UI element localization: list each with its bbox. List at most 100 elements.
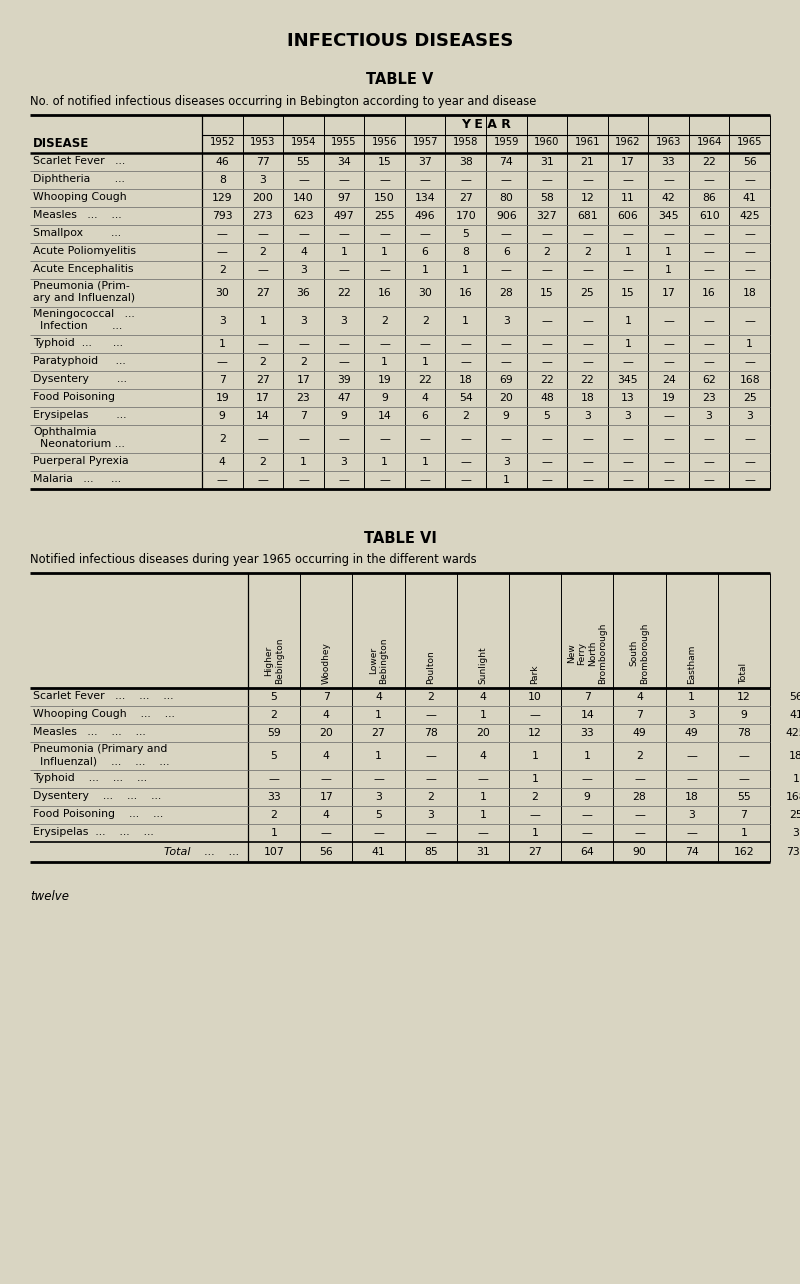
Text: —: —	[663, 316, 674, 326]
Text: —: —	[420, 475, 430, 485]
Text: —: —	[298, 434, 309, 444]
Text: 30: 30	[418, 288, 432, 298]
Text: Malaria   ...     ...: Malaria ... ...	[33, 474, 121, 484]
Text: —: —	[663, 357, 674, 367]
Text: —: —	[501, 175, 512, 185]
Text: 425: 425	[786, 728, 800, 738]
Text: 14: 14	[378, 411, 391, 421]
Text: —: —	[338, 475, 350, 485]
Text: —: —	[258, 339, 268, 349]
Text: 14: 14	[581, 710, 594, 720]
Text: 27: 27	[256, 288, 270, 298]
Text: 5: 5	[543, 411, 550, 421]
Text: ary and Influenzal): ary and Influenzal)	[33, 293, 135, 303]
Text: —: —	[379, 339, 390, 349]
Text: 1958: 1958	[453, 137, 478, 146]
Text: 9: 9	[503, 411, 510, 421]
Text: —: —	[738, 774, 750, 785]
Text: 16: 16	[378, 288, 391, 298]
Text: 48: 48	[540, 393, 554, 403]
Text: —: —	[426, 774, 436, 785]
Text: —: —	[744, 357, 755, 367]
Text: 33: 33	[662, 157, 675, 167]
Text: —: —	[298, 175, 309, 185]
Text: 170: 170	[455, 211, 476, 221]
Text: —: —	[269, 774, 279, 785]
Text: 2: 2	[300, 357, 307, 367]
Text: 610: 610	[698, 211, 719, 221]
Text: —: —	[338, 175, 350, 185]
Text: —: —	[501, 357, 512, 367]
Text: 5: 5	[375, 810, 382, 820]
Text: 2: 2	[422, 316, 429, 326]
Text: Erysipelas  ...    ...    ...: Erysipelas ... ... ...	[33, 827, 154, 837]
Text: —: —	[744, 265, 755, 275]
Text: —: —	[321, 828, 332, 838]
Text: —: —	[420, 339, 430, 349]
Text: 41: 41	[372, 847, 386, 856]
Text: 27: 27	[459, 193, 473, 203]
Text: 1: 1	[219, 339, 226, 349]
Text: 3: 3	[427, 810, 434, 820]
Text: —: —	[530, 710, 541, 720]
Text: —: —	[663, 229, 674, 239]
Text: 1: 1	[375, 751, 382, 761]
Text: —: —	[704, 357, 714, 367]
Text: 15: 15	[378, 157, 391, 167]
Text: —: —	[704, 475, 714, 485]
Text: 7: 7	[300, 411, 307, 421]
Text: 47: 47	[337, 393, 351, 403]
Text: 28: 28	[633, 792, 646, 802]
Text: —: —	[478, 828, 488, 838]
Text: No. of notified infectious diseases occurring in Bebington according to year and: No. of notified infectious diseases occu…	[30, 95, 536, 108]
Text: 1: 1	[532, 751, 538, 761]
Text: 1: 1	[532, 774, 538, 785]
Text: —: —	[460, 434, 471, 444]
Text: 3: 3	[688, 810, 695, 820]
Text: 1: 1	[746, 339, 753, 349]
Text: 7: 7	[636, 710, 643, 720]
Text: Total: Total	[739, 663, 749, 684]
Text: 12: 12	[581, 193, 594, 203]
Text: 12: 12	[737, 692, 750, 702]
Text: 1: 1	[503, 475, 510, 485]
Text: 425: 425	[739, 211, 760, 221]
Text: 3: 3	[503, 316, 510, 326]
Text: 3: 3	[300, 316, 307, 326]
Text: —: —	[542, 175, 552, 185]
Text: Food Poisoning    ...    ...: Food Poisoning ... ...	[33, 809, 163, 819]
Text: 1953: 1953	[250, 137, 275, 146]
Text: 2: 2	[270, 810, 278, 820]
Text: Acute Poliomyelitis: Acute Poliomyelitis	[33, 247, 136, 256]
Text: —: —	[460, 339, 471, 349]
Text: —: —	[338, 357, 350, 367]
Text: 22: 22	[337, 288, 351, 298]
Text: 34: 34	[337, 157, 351, 167]
Text: 4: 4	[323, 810, 330, 820]
Text: 2: 2	[532, 792, 538, 802]
Text: —: —	[530, 810, 541, 820]
Text: 18: 18	[581, 393, 594, 403]
Text: Measles   ...    ...: Measles ... ...	[33, 211, 122, 220]
Text: 55: 55	[297, 157, 310, 167]
Text: 6: 6	[422, 247, 429, 257]
Text: 15: 15	[621, 288, 635, 298]
Text: Whooping Cough    ...    ...: Whooping Cough ... ...	[33, 709, 175, 719]
Text: 21: 21	[581, 157, 594, 167]
Text: New
Ferry
North
Bromborough: New Ferry North Bromborough	[567, 623, 607, 684]
Text: 1: 1	[625, 316, 631, 326]
Text: —: —	[542, 357, 552, 367]
Text: 38: 38	[459, 157, 473, 167]
Text: 5: 5	[270, 692, 278, 702]
Text: 4: 4	[479, 751, 486, 761]
Text: —: —	[501, 339, 512, 349]
Text: —: —	[321, 774, 332, 785]
Text: —: —	[704, 265, 714, 275]
Text: 20: 20	[319, 728, 334, 738]
Text: 80: 80	[499, 193, 514, 203]
Text: 1: 1	[270, 828, 278, 838]
Text: Smallpox        ...: Smallpox ...	[33, 229, 121, 238]
Text: —: —	[379, 175, 390, 185]
Text: 27: 27	[256, 375, 270, 385]
Text: —: —	[582, 774, 593, 785]
